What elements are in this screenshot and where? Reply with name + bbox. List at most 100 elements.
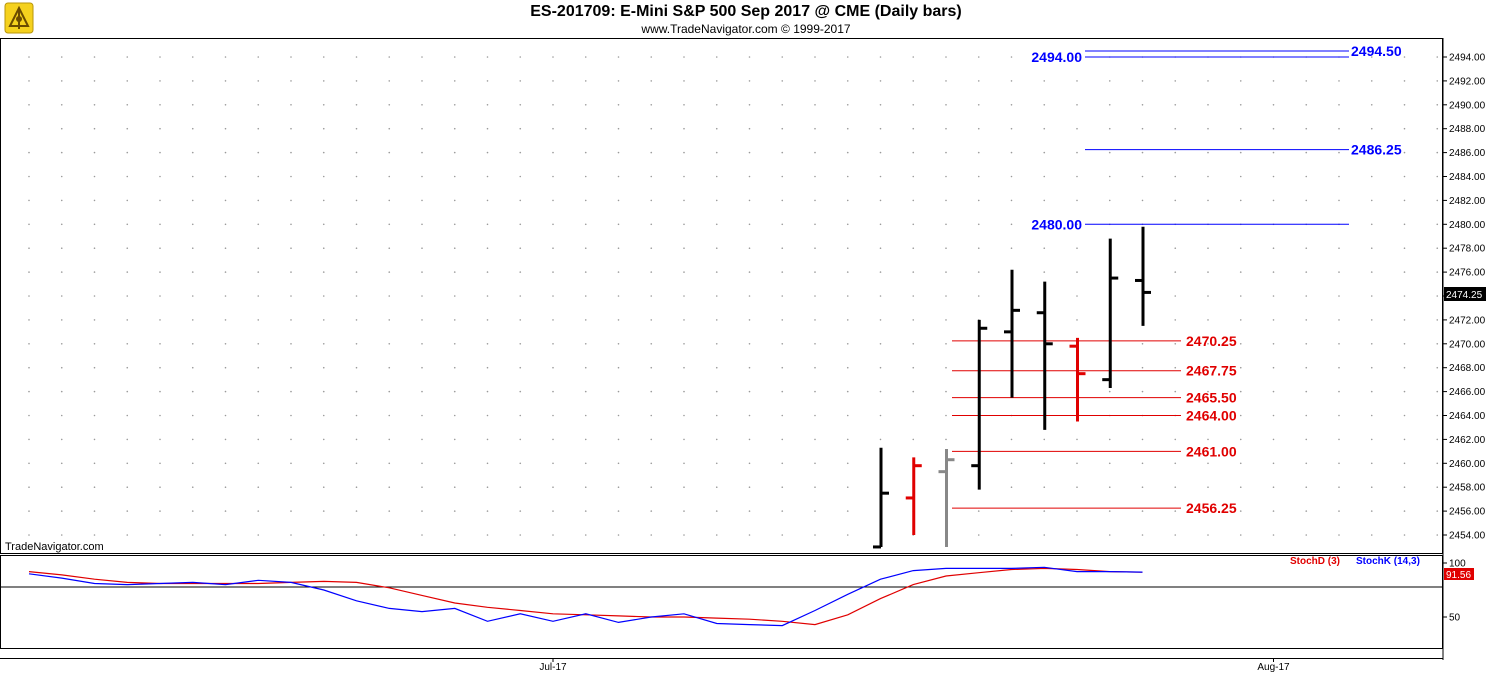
grid-dot <box>322 343 325 345</box>
grid-dot <box>191 127 194 130</box>
grid-dot <box>28 199 30 202</box>
grid-dot <box>388 510 391 512</box>
grid-dot <box>519 462 522 465</box>
grid-dot <box>1272 319 1275 321</box>
grid-dot <box>1174 175 1177 178</box>
grid-dot <box>748 414 751 417</box>
grid-dot <box>846 414 849 417</box>
price-level-label: 2480.00 <box>1031 216 1082 232</box>
price-level-label: 2494.00 <box>1031 49 1082 65</box>
price-panel-frame <box>0 38 1443 554</box>
grid-dot <box>28 510 30 512</box>
grid-dot <box>486 127 489 130</box>
grid-dot <box>879 127 882 130</box>
grid-dot <box>683 247 685 249</box>
grid-dot <box>1272 366 1275 369</box>
grid-dot <box>1272 104 1275 106</box>
grid-dot <box>1174 80 1177 82</box>
grid-dot <box>1076 534 1078 536</box>
grid-dot <box>1076 295 1078 297</box>
grid-dot <box>814 343 816 345</box>
grid-dot <box>1272 295 1275 297</box>
grid-dot <box>945 390 947 393</box>
grid-dot <box>1207 534 1209 536</box>
grid-dot <box>519 319 522 321</box>
grid-dot <box>453 223 456 226</box>
ohlc-bar <box>1135 226 1151 326</box>
grid-dot <box>552 80 554 82</box>
grid-dot <box>814 295 816 297</box>
grid-dot <box>1108 438 1111 441</box>
grid-dot <box>977 80 980 82</box>
grid-dot <box>388 295 391 297</box>
grid-dot <box>28 80 30 82</box>
grid-dot <box>617 199 620 202</box>
grid-dot <box>191 151 194 154</box>
grid-dot <box>552 510 554 512</box>
grid-dot <box>912 414 915 417</box>
grid-dot <box>1436 199 1439 202</box>
grid-dot <box>355 534 358 536</box>
grid-dot <box>159 271 161 273</box>
grid-dot <box>846 80 849 82</box>
grid-dot <box>1436 486 1439 489</box>
grid-dot <box>257 175 260 178</box>
grid-dot <box>159 56 161 58</box>
grid-dot <box>257 510 260 512</box>
grid-dot <box>322 271 325 273</box>
y-tick-label: 2494.00 <box>1449 53 1486 64</box>
grid-dot <box>814 366 816 369</box>
grid-dot <box>1010 127 1013 130</box>
grid-dot <box>748 486 751 489</box>
grid-dot <box>846 271 849 273</box>
grid-dot <box>748 366 751 369</box>
grid-dot <box>781 247 784 249</box>
grid-dot <box>584 80 587 82</box>
grid-dot <box>912 295 915 297</box>
grid-dot <box>355 80 358 82</box>
grid-dot <box>584 319 587 321</box>
grid-dot <box>60 80 63 82</box>
grid-dot <box>421 414 423 417</box>
grid-dot <box>846 151 849 154</box>
price-level-label: 2464.00 <box>1186 408 1237 424</box>
grid-dot <box>126 104 129 106</box>
y-tick-label: 2466.00 <box>1449 387 1486 398</box>
grid-dot <box>159 319 161 321</box>
grid-dot <box>1305 175 1308 178</box>
grid-dot <box>421 127 423 130</box>
grid-dot <box>1076 438 1078 441</box>
ohlc-bar <box>1004 269 1020 398</box>
stoch-tick-label: 100 <box>1449 559 1466 570</box>
grid-dot <box>650 199 653 202</box>
y-tick-label: 2478.00 <box>1449 244 1486 255</box>
grid-dot <box>683 56 685 58</box>
grid-dot <box>715 438 718 441</box>
grid-dot <box>519 104 522 106</box>
grid-dot <box>912 104 915 106</box>
grid-dot <box>617 175 620 178</box>
grid-dot <box>486 175 489 178</box>
grid-dot <box>1370 319 1373 321</box>
grid-dot <box>355 510 358 512</box>
grid-dot <box>1174 438 1177 441</box>
grid-dot <box>846 56 849 58</box>
grid-dot <box>1010 247 1013 249</box>
grid-dot <box>650 295 653 297</box>
grid-dot <box>1076 151 1078 154</box>
grid-dot <box>977 175 980 178</box>
grid-dot <box>1174 486 1177 489</box>
grid-dot <box>93 319 96 321</box>
grid-dot <box>1141 104 1144 106</box>
grid-dot <box>683 295 685 297</box>
grid-dot <box>257 462 260 465</box>
grid-dot <box>93 223 96 226</box>
grid-dot <box>257 223 260 226</box>
grid-dot <box>1272 462 1275 465</box>
grid-dot <box>1207 247 1209 249</box>
grid-dot <box>486 199 489 202</box>
grid-dot <box>93 462 96 465</box>
grid-dot <box>1338 486 1340 489</box>
grid-dot <box>486 151 489 154</box>
